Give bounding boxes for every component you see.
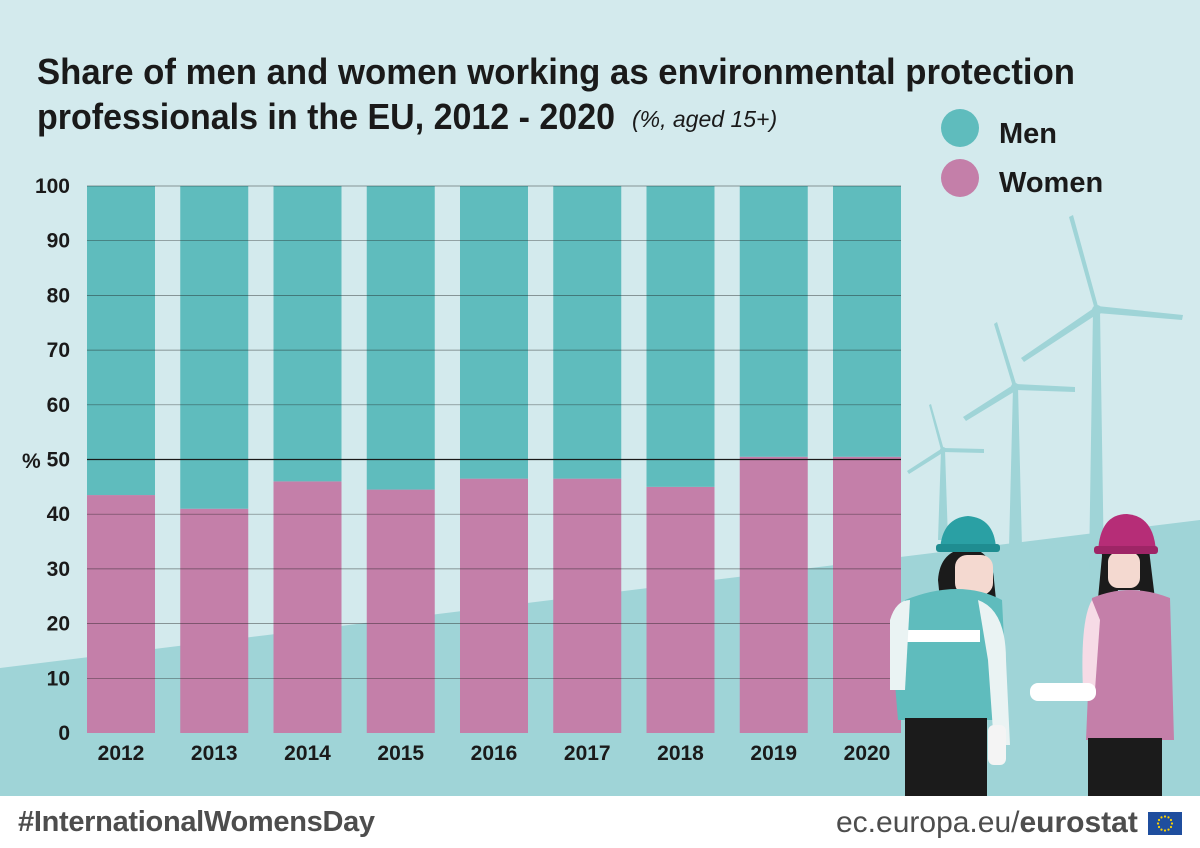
eu-flag-icon xyxy=(1148,812,1182,835)
chart-subtitle: (%, aged 15+) xyxy=(632,106,777,132)
bar-women-2018 xyxy=(646,486,715,733)
y-tick-label: 70 xyxy=(47,339,70,362)
y-tick-label: 50 xyxy=(47,449,70,472)
wind-turbine-icon xyxy=(1021,215,1183,570)
y-axis-ticks: 0 10 20 30 40 50 60 70 80 90 100 xyxy=(35,175,70,745)
x-tick-label: 2017 xyxy=(564,742,611,765)
legend-swatch-men xyxy=(941,109,979,147)
x-tick-label: 2014 xyxy=(284,742,331,765)
x-axis-ticks: 2012 2013 2014 2015 2016 2017 2018 2019 2020 xyxy=(98,742,891,765)
bar-men-2018 xyxy=(646,186,715,487)
y-tick-label: 100 xyxy=(35,175,70,198)
x-tick-label: 2019 xyxy=(750,742,797,765)
bar-men-2012 xyxy=(87,186,155,496)
y-tick-label: 10 xyxy=(47,667,70,690)
bar-men-2015 xyxy=(366,186,435,490)
bar-women-2017 xyxy=(553,478,622,733)
wind-turbine-icon xyxy=(907,404,984,540)
bar-women-2014 xyxy=(273,481,342,733)
hashtag-link[interactable]: #InternationalWomensDay xyxy=(18,806,375,838)
legend-swatch-women xyxy=(941,159,979,197)
y-tick-label: 20 xyxy=(47,613,70,636)
legend: Men Women xyxy=(941,109,1103,199)
x-tick-label: 2012 xyxy=(98,742,145,765)
x-tick-label: 2020 xyxy=(844,742,891,765)
bar-men-2013 xyxy=(180,186,249,509)
wind-turbines-illustration xyxy=(907,215,1183,570)
worker-woman-illustration xyxy=(1030,514,1174,796)
source-brand: eurostat xyxy=(1019,806,1138,839)
bar-men-2019 xyxy=(739,186,808,457)
bar-women-2019 xyxy=(739,456,808,733)
y-tick-label: 0 xyxy=(58,722,70,745)
worker-man-illustration xyxy=(890,516,1010,796)
y-tick-label: 40 xyxy=(47,503,70,526)
bar-women-2012 xyxy=(87,495,155,733)
x-tick-label: 2016 xyxy=(471,742,518,765)
bar-women-2013 xyxy=(180,508,249,733)
wind-turbine-icon xyxy=(963,322,1075,548)
source-domain: ec.europa.eu/ xyxy=(836,806,1020,839)
gridlines xyxy=(87,185,901,679)
y-tick-label: 80 xyxy=(47,284,70,307)
x-tick-label: 2018 xyxy=(657,742,704,765)
legend-label-men: Men xyxy=(999,118,1057,150)
bar-men-2016 xyxy=(460,186,528,479)
source-link[interactable]: ec.europa.eu/eurostat xyxy=(836,806,1138,840)
legend-label-women: Women xyxy=(999,167,1103,199)
bar-women-2020 xyxy=(833,456,901,733)
bar-women-2015 xyxy=(366,489,435,733)
x-tick-label: 2015 xyxy=(377,742,424,765)
chart-title-line-1: Share of men and women working as enviro… xyxy=(37,51,1075,92)
y-tick-label: 30 xyxy=(47,558,70,581)
chart-title-line-2: professionals in the EU, 2012 - 2020 xyxy=(37,96,615,137)
bar-men-2017 xyxy=(553,186,622,479)
y-tick-label: 90 xyxy=(47,230,70,253)
y-axis-unit: % xyxy=(22,450,41,473)
bar-women-2016 xyxy=(460,478,528,733)
y-tick-label: 60 xyxy=(47,394,70,417)
footer-bar xyxy=(0,796,1200,848)
x-tick-label: 2013 xyxy=(191,742,238,765)
bar-men-2020 xyxy=(833,186,901,457)
bars-layer xyxy=(87,186,901,733)
bar-men-2014 xyxy=(273,186,342,482)
